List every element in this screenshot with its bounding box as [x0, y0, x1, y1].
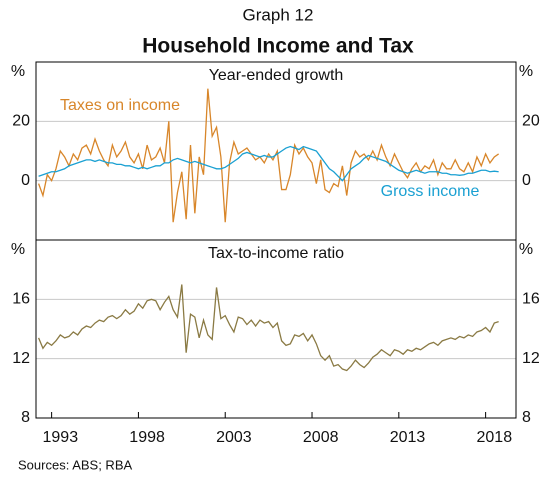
y-unit-right: % — [519, 241, 533, 258]
panel-title: Tax-to-income ratio — [208, 245, 344, 262]
y-unit: % — [11, 63, 25, 80]
y-tick-label: 8 — [21, 409, 30, 426]
y-tick-label: 0 — [21, 172, 30, 189]
y-tick-label-right: 20 — [522, 113, 540, 130]
y-tick-label: 20 — [12, 113, 30, 130]
x-tick-label: 1998 — [129, 429, 165, 446]
x-tick-label: 2008 — [303, 429, 339, 446]
source: Sources: ABS; RBA — [18, 457, 132, 472]
data-line — [38, 145, 499, 182]
chart-title: Household Income and Tax — [142, 35, 414, 58]
panel-title: Year-ended growth — [209, 67, 344, 84]
y-unit-right: % — [519, 63, 533, 80]
x-tick-label: 1993 — [43, 429, 79, 446]
y-tick-label: 12 — [12, 350, 30, 367]
data-line — [38, 284, 499, 372]
x-tick-label: 2003 — [216, 429, 252, 446]
series-label: Taxes on income — [60, 97, 180, 114]
x-tick-label: 2018 — [477, 429, 513, 446]
y-unit: % — [11, 241, 25, 258]
y-tick-label-right: 0 — [522, 172, 531, 189]
y-tick-label-right: 16 — [522, 291, 540, 308]
y-tick-label-right: 8 — [522, 409, 531, 426]
y-tick-label: 16 — [12, 291, 30, 308]
x-tick-label: 2013 — [390, 429, 426, 446]
series-label: Gross income — [381, 183, 480, 200]
y-tick-label-right: 12 — [522, 350, 540, 367]
data-line — [37, 88, 500, 223]
graph-label: Graph 12 — [243, 5, 314, 24]
